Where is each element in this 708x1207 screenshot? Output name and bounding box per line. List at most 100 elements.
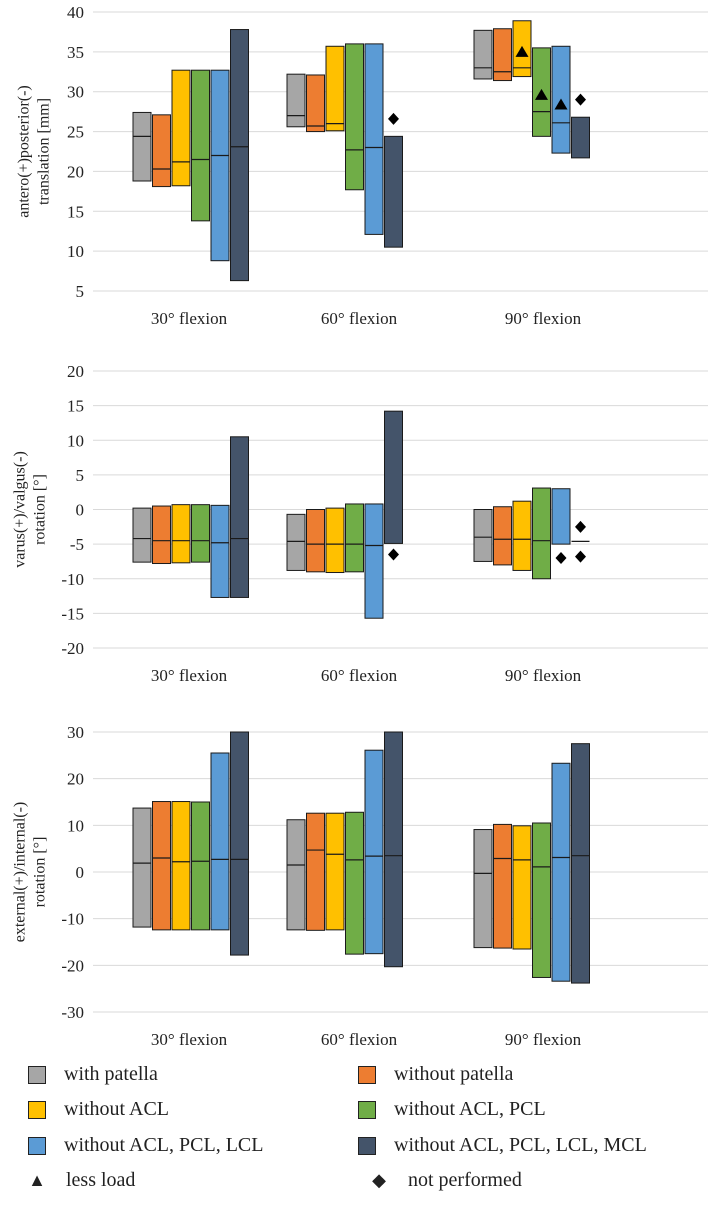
range-bar [512, 500, 532, 571]
y-tick-label: -15 [61, 604, 84, 623]
y-axis-label: antero(+)posterior(-) translation [mm] [15, 85, 52, 218]
legend: with patella without patella without ACL… [0, 1055, 708, 1205]
range-bar [132, 807, 152, 928]
range-bar [132, 507, 152, 563]
y-tick-label: -10 [61, 910, 84, 929]
legend-label: not performed [408, 1169, 522, 1191]
y-tick-label: 5 [76, 466, 85, 485]
legend-item-with-patella: with patella [28, 1063, 158, 1086]
y-tick-label: 40 [67, 3, 84, 22]
legend-label: without ACL, PCL, LCL, MCL [394, 1134, 647, 1156]
y-tick-label: 0 [76, 501, 85, 520]
varus-valgus-chart-panel: -20 -15 -10 -5 0 5 10 15 20 varus(+)/valgus(-) rot… [11, 362, 708, 685]
range-bar [384, 410, 403, 544]
legend-swatch [358, 1136, 376, 1155]
y-axis-label: external(+)/internal(-) rotation [°] [11, 802, 48, 943]
range-bar [384, 135, 403, 248]
x-category-label: 60° flexion [321, 666, 398, 685]
y-tick-label: 30 [67, 723, 84, 742]
range-bar [286, 819, 306, 931]
range-bar [551, 762, 571, 982]
range-bar [191, 504, 210, 563]
range-bar [325, 812, 345, 931]
legend-label: without ACL [64, 1098, 170, 1120]
range-bar [230, 731, 249, 956]
range-bar [473, 829, 493, 949]
not-performed-marker [575, 550, 586, 563]
range-bar [152, 801, 171, 931]
legend-item-not-performed: ◆ not performed [370, 1169, 522, 1192]
y-tick-label: 10 [67, 431, 84, 450]
range-bar [325, 45, 345, 132]
y-tick-label: 20 [67, 770, 84, 789]
range-bar [364, 749, 384, 955]
legend-swatch [28, 1136, 46, 1155]
range-bar [152, 114, 171, 188]
x-category-label: 90° flexion [505, 666, 582, 685]
legend-label: less load [66, 1169, 136, 1191]
legend-label: with patella [64, 1063, 158, 1085]
range-bar [286, 513, 306, 571]
triangle-icon: ▲ [28, 1170, 46, 1190]
y-tick-label: 5 [76, 282, 85, 301]
not-performed-marker [555, 551, 567, 564]
range-bar [364, 503, 384, 619]
range-bar [210, 69, 230, 262]
range-bar [532, 487, 551, 580]
legend-label: without patella [394, 1063, 514, 1085]
x-category-label: 30° flexion [151, 666, 228, 685]
y-tick-label: 0 [76, 863, 85, 882]
x-category-label: 90° flexion [505, 309, 582, 328]
y-tick-label: -30 [61, 1003, 84, 1022]
not-performed-marker [388, 548, 399, 561]
legend-item-without-patella: without patella [358, 1063, 513, 1086]
range-bar [306, 812, 325, 931]
not-performed-marker [575, 93, 586, 106]
range-bar [364, 43, 384, 235]
range-bar [571, 743, 590, 984]
range-bar [230, 436, 249, 598]
range-bar [493, 28, 512, 82]
range-bar [551, 488, 571, 545]
range-bar [171, 69, 191, 187]
range-bar [345, 43, 364, 191]
range-bar [286, 73, 306, 128]
y-tick-label: 10 [67, 816, 84, 835]
x-category-label: 30° flexion [151, 309, 228, 328]
range-bar [473, 29, 493, 80]
legend-swatch [358, 1065, 376, 1084]
range-bar [210, 752, 230, 931]
range-bar [384, 731, 403, 968]
not-performed-marker [388, 112, 399, 125]
less-load-marker [554, 98, 568, 110]
range-bar [532, 822, 551, 978]
x-category-label: 30° flexion [151, 1030, 228, 1049]
y-tick-label: 25 [67, 123, 84, 142]
range-bar [473, 509, 493, 562]
external-internal-chart-panel: -30 -20 -10 0 10 20 30 external(+)/internal(-) r… [11, 723, 708, 1049]
range-bar [306, 509, 325, 573]
range-bar [493, 506, 512, 566]
range-bar [571, 116, 590, 159]
legend-swatch [358, 1100, 376, 1119]
range-bar [230, 29, 249, 282]
legend-item-without-acl: without ACL [28, 1098, 169, 1121]
y-tick-label: -5 [70, 535, 84, 554]
legend-label: without ACL, PCL, LCL [64, 1134, 264, 1156]
y-tick-label: 15 [67, 397, 84, 416]
range-bar [210, 504, 230, 598]
range-bar [345, 503, 364, 573]
range-bar [512, 825, 532, 950]
y-tick-label: -10 [61, 570, 84, 589]
legend-item-without-acl-pcl: without ACL, PCL [358, 1098, 546, 1121]
y-tick-label: 15 [67, 202, 84, 221]
legend-item-less-load: ▲ less load [28, 1169, 135, 1192]
y-tick-label: 20 [67, 162, 84, 181]
legend-swatch [28, 1100, 46, 1119]
range-bar [132, 111, 152, 182]
range-bar [171, 504, 191, 564]
y-tick-label: 30 [67, 83, 84, 102]
range-bar [191, 801, 210, 931]
legend-item-without-acl-pcl-lcl: without ACL, PCL, LCL [28, 1134, 263, 1157]
